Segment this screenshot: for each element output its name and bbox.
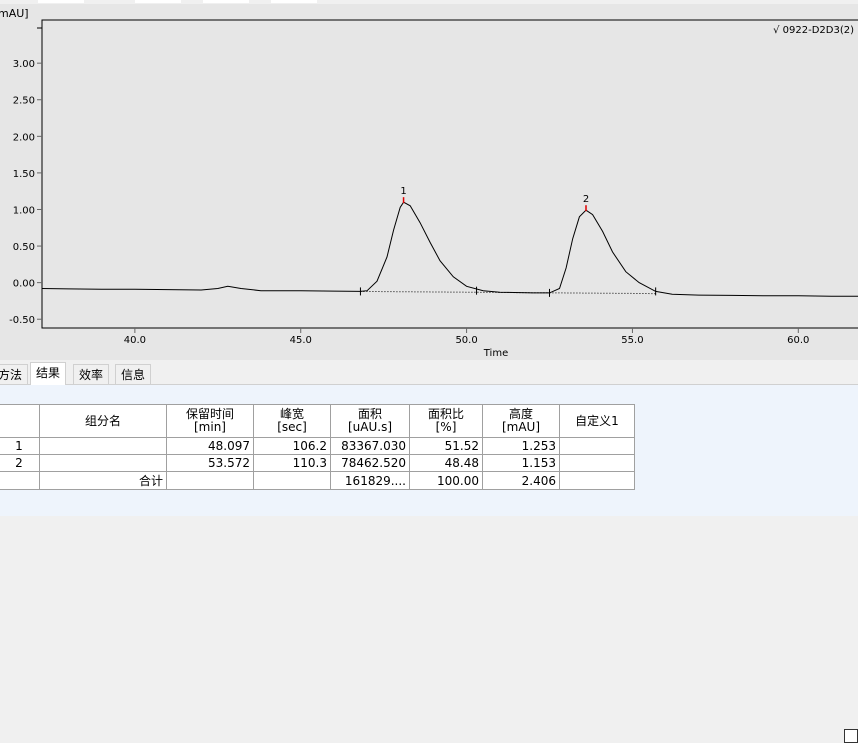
table-cell: 78462.520: [330, 454, 410, 472]
table-cell: 51.52: [409, 437, 483, 455]
tab-results[interactable]: 结果: [30, 362, 67, 385]
column-header[interactable]: 组分名: [39, 404, 167, 438]
column-header[interactable]: 保留时间 [min]: [166, 404, 254, 438]
x-tick-label: 40.0: [124, 335, 146, 346]
table-cell: [253, 471, 331, 490]
table-cell: [166, 471, 254, 490]
table-cell: [559, 437, 635, 455]
checkbox[interactable]: [844, 729, 858, 743]
peak-label: 1: [400, 186, 406, 197]
y-tick-label: 2.00: [13, 132, 35, 143]
table-cell: 106.2: [253, 437, 331, 455]
table-cell: 100.00: [409, 471, 483, 490]
column-header[interactable]: 自定义1: [559, 404, 635, 438]
signal-trace: [41, 201, 858, 297]
table-cell: 48.097: [166, 437, 254, 455]
toolbar-tab[interactable]: [203, 0, 249, 3]
table-cell: 83367.030: [330, 437, 410, 455]
tab-info[interactable]: 信息: [115, 364, 152, 384]
table-cell: [559, 454, 635, 472]
table-cell: [559, 471, 635, 490]
column-header[interactable]: 峰宽 [sec]: [253, 404, 331, 438]
tab-efficiency[interactable]: 效率: [73, 364, 110, 384]
table-cell: 1.153: [482, 454, 560, 472]
table-row[interactable]: 1 48.097 106.2 83367.030 51.52 1.253: [0, 437, 635, 455]
table-cell: 53.572: [166, 454, 254, 472]
table-cell: 1.253: [482, 437, 560, 455]
toolbar-tab[interactable]: [271, 0, 317, 3]
x-tick-label: 55.0: [621, 335, 643, 346]
table-cell: 110.3: [253, 454, 331, 472]
chromatogram-panel: mAU] 3.00 2.50 2.00 1.50 1.00 0.50 0.00 -0.50 40.…: [0, 4, 858, 360]
y-tick-label: 0.00: [13, 279, 35, 290]
plot-area: [41, 19, 858, 329]
y-tick-label: 1.00: [13, 205, 35, 216]
y-tick-label: 1.50: [13, 169, 35, 180]
y-tick-label: 2.50: [13, 96, 35, 107]
table-cell: 2.406: [482, 471, 560, 490]
peak-label: 2: [583, 194, 589, 205]
table-cell: 合计: [39, 471, 167, 490]
table-cell: 2: [0, 454, 40, 472]
y-tick-label: 0.50: [13, 242, 35, 253]
table-cell: 1: [0, 437, 40, 455]
table-cell: [39, 454, 167, 472]
x-tick-label: 45.0: [290, 335, 312, 346]
column-header[interactable]: 高度 [mAU]: [482, 404, 560, 438]
chromatogram-chart: mAU] 3.00 2.50 2.00 1.50 1.00 0.50 0.00 -0.50 40.…: [0, 7, 858, 359]
x-axis-label: Time: [483, 348, 508, 359]
top-strip: [0, 0, 858, 4]
y-tick-label: 3.00: [13, 59, 35, 70]
table-cell: [0, 471, 40, 490]
toolbar-tab[interactable]: [135, 0, 181, 3]
toolbar-tab[interactable]: [38, 0, 84, 3]
results-area: 组分名 保留时间 [min] 峰宽 [sec] 面积 [uAU.s] 面积比 [%] 高度 [mAU…: [0, 385, 858, 516]
x-tick-label: 50.0: [455, 335, 477, 346]
table-cell: [39, 437, 167, 455]
table-cell: 161829....: [330, 471, 410, 490]
table-row[interactable]: 2 53.572 110.3 78462.520 48.48 1.153: [0, 454, 635, 472]
results-table: 组分名 保留时间 [min] 峰宽 [sec] 面积 [uAU.s] 面积比 [%] 高度 [mAU…: [0, 404, 635, 490]
legend-entry: √ 0922-D2D3(2): [773, 25, 854, 36]
column-header[interactable]: 面积 [uAU.s]: [330, 404, 410, 438]
y-axis-label: mAU]: [0, 7, 29, 20]
x-tick-label: 60.0: [787, 335, 809, 346]
result-tabs: 方法 结果 效率 信息: [0, 362, 858, 743]
tab-method[interactable]: 方法: [0, 364, 29, 384]
table-row[interactable]: 合计 161829.... 100.00 2.406: [0, 471, 635, 490]
column-header[interactable]: [0, 404, 40, 438]
y-tick-label: -0.50: [9, 315, 35, 326]
column-header[interactable]: 面积比 [%]: [409, 404, 483, 438]
table-cell: 48.48: [409, 454, 483, 472]
